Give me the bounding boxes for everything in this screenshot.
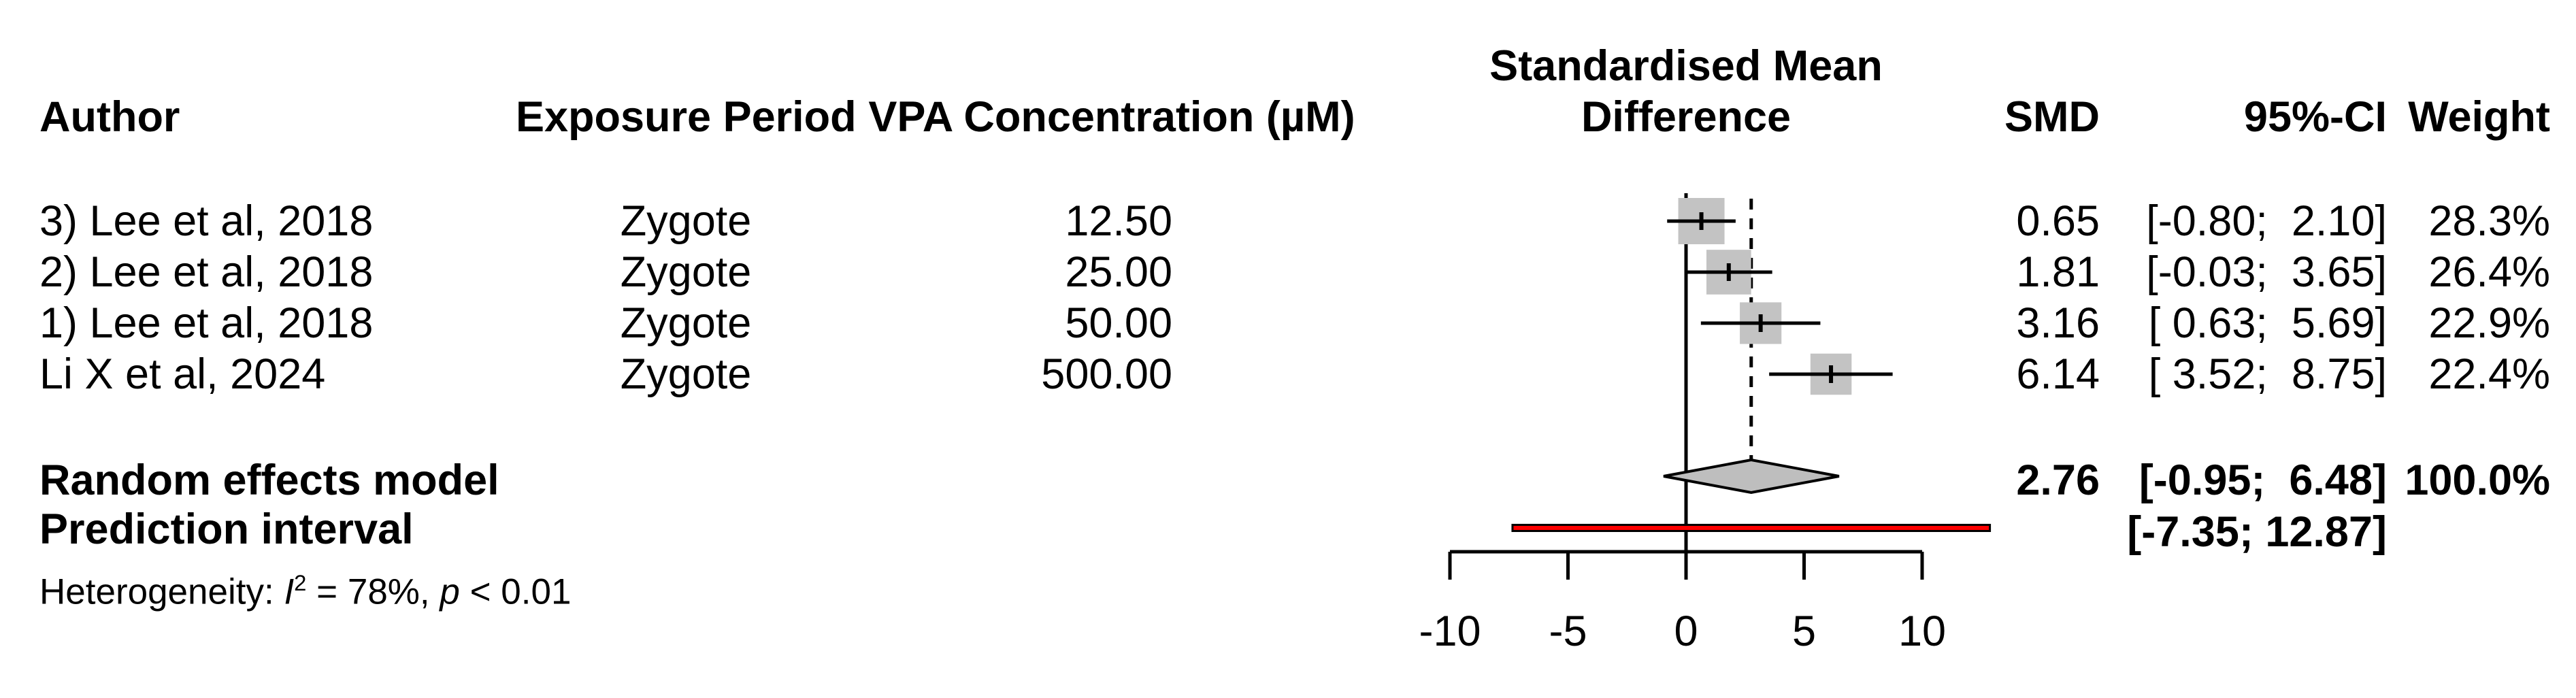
study-row-1-ci-label: [-0.80; 2.10]	[2146, 197, 2387, 245]
col-header-author: Author	[39, 93, 180, 141]
x-axis-tick-label-0: 0	[1674, 608, 1698, 655]
col-header-exposure-period: Exposure Period	[516, 93, 857, 141]
col-header-effect-line2: Difference	[1581, 93, 1791, 141]
study-row-2-ci-label: [-0.03; 3.65]	[2146, 248, 2387, 296]
col-header-95ci: 95%-CI	[2243, 93, 2387, 141]
prediction-interval-bar	[1511, 524, 1992, 532]
heterogeneity-segment-5: < 0.01	[459, 571, 572, 612]
x-axis-tick-label--10: -10	[1419, 608, 1481, 655]
col-header-vpa-concentration: VPA Concentration (µM)	[868, 93, 1355, 141]
heterogeneity-segment-0: Heterogeneity:	[39, 571, 284, 612]
study-row-3-vpa-concentration: 50.00	[1065, 299, 1172, 347]
x-axis-tick-label-10: 10	[1898, 608, 1946, 655]
summary-ci-value: [-0.95; 6.48]	[2139, 456, 2387, 504]
prediction-ci-value: [-7.35; 12.87]	[2127, 508, 2387, 556]
study-row-2-smd-label: 1.81	[2016, 248, 2100, 296]
study-row-1-vpa-concentration: 12.50	[1065, 197, 1172, 245]
x-axis-tick-label--5: -5	[1549, 608, 1587, 655]
col-header-weight: Weight	[2408, 93, 2550, 141]
study-row-4-author: Li X et al, 2024	[39, 350, 326, 398]
summary-smd-value: 2.76	[2016, 456, 2100, 504]
study-row-4-weight-label: 22.4%	[2428, 350, 2550, 398]
prediction-interval-label: Prediction interval	[39, 505, 414, 553]
study-row-4-smd-label: 6.14	[2016, 350, 2100, 398]
heterogeneity-segment-2: 2	[294, 570, 307, 595]
x-axis-tick-label-5: 5	[1792, 608, 1816, 655]
study-row-3-weight-label: 22.9%	[2428, 299, 2550, 347]
study-row-2-author: 2) Lee et al, 2018	[39, 248, 374, 296]
heterogeneity-segment-4: p	[440, 571, 460, 612]
study-row-3-author: 1) Lee et al, 2018	[39, 299, 374, 347]
col-header-smd: SMD	[2004, 93, 2100, 141]
study-row-2-exposure-period: Zygote	[620, 248, 752, 296]
study-row-4-exposure-period: Zygote	[620, 350, 752, 398]
random-effects-label: Random effects model	[39, 456, 499, 504]
study-row-2-vpa-concentration: 25.00	[1065, 248, 1172, 296]
study-row-3-smd-label: 3.16	[2016, 299, 2100, 347]
study-row-4-vpa-concentration: 500.00	[1041, 350, 1172, 398]
study-row-1-exposure-period: Zygote	[620, 197, 752, 245]
study-row-1-author: 3) Lee et al, 2018	[39, 197, 374, 245]
study-row-1-weight-label: 28.3%	[2428, 197, 2550, 245]
study-row-3-exposure-period: Zygote	[620, 299, 752, 347]
study-row-4-ci-label: [ 3.52; 8.75]	[2148, 350, 2387, 398]
study-row-3-ci-label: [ 0.63; 5.69]	[2148, 299, 2387, 347]
heterogeneity-segment-3: = 78%,	[306, 571, 440, 612]
study-row-2-weight-label: 26.4%	[2428, 248, 2550, 296]
summary-weight-value: 100.0%	[2405, 456, 2550, 504]
heterogeneity-note: Heterogeneity: I2 = 78%, p < 0.01	[39, 563, 571, 613]
heterogeneity-segment-1: I	[284, 571, 295, 612]
col-header-effect-line1: Standardised Mean	[1489, 42, 1883, 90]
summary-diamond	[1663, 458, 1840, 495]
study-row-1-smd-label: 0.65	[2016, 197, 2100, 245]
